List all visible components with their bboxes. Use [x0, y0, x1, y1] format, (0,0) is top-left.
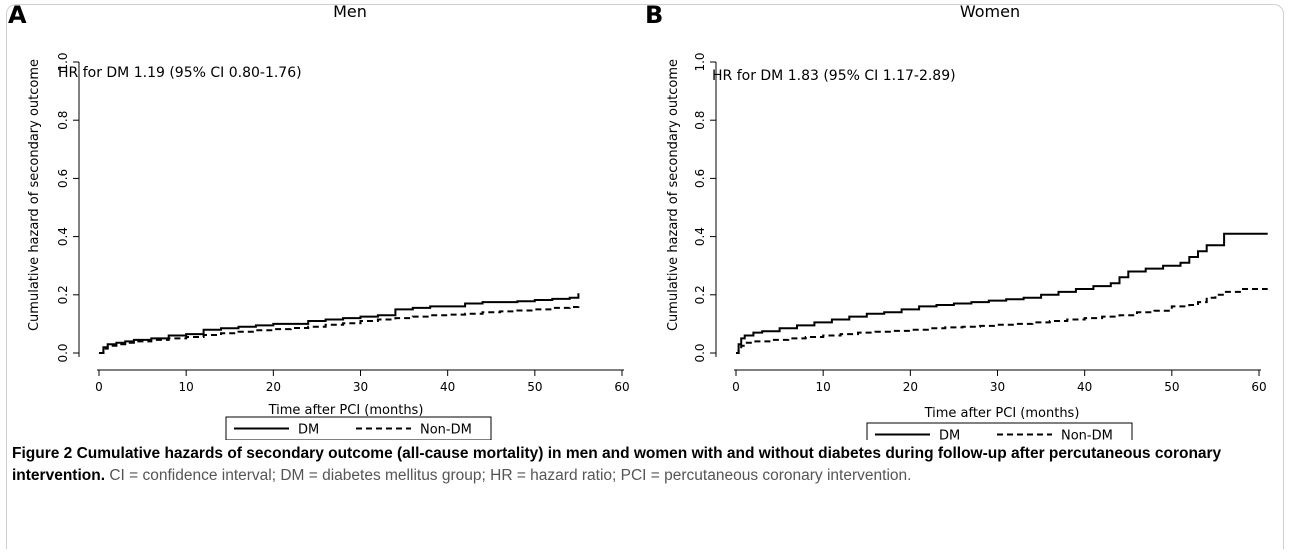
y-tick-label: 0.2	[56, 285, 70, 304]
x-tick-label: 20	[266, 380, 281, 394]
series-line-non-dm	[736, 288, 1268, 354]
panel-b-label: B	[645, 1, 663, 29]
legend-box	[866, 422, 1133, 440]
y-tick-label: 0.8	[56, 111, 70, 130]
x-tick-label: 30	[353, 380, 368, 394]
x-tick-label: 10	[179, 380, 194, 394]
y-tick-label: 0.6	[56, 169, 70, 188]
y-axis-label: Cumulative hazard of secondary outcome	[27, 59, 42, 331]
x-tick-label: 50	[527, 380, 542, 394]
x-tick-label: 60	[614, 380, 629, 394]
y-tick-label: 0.4	[56, 227, 70, 246]
x-tick-label: 50	[1164, 380, 1179, 394]
caption-text: CI = confidence interval; DM = diabetes …	[105, 467, 912, 484]
y-tick-label: 0.8	[693, 111, 707, 130]
panel-b-chart: B Women HR for DM 1.83 (95% CI 1.17-2.89) 0…	[645, 1, 1268, 441]
panel-b-annotation: HR for DM 1.83 (95% CI 1.17-2.89)	[712, 68, 956, 84]
y-tick-label: 0.0	[693, 343, 707, 362]
y-axis-label: Cumulative hazard of secondary outcome	[666, 59, 681, 331]
x-tick-label: 0	[95, 380, 103, 394]
panel-b-title: Women	[960, 2, 1020, 21]
panel-a-label: A	[8, 1, 27, 29]
panel-a-annotation: HR for DM 1.19 (95% CI 0.80-1.76)	[58, 65, 302, 81]
series-line-non-dm	[99, 305, 580, 354]
y-tick-label: 0.6	[693, 169, 707, 188]
x-tick-label: 10	[816, 380, 831, 394]
legend-label: Non-DM	[420, 423, 472, 438]
x-tick-label: 0	[732, 380, 740, 394]
series-line-dm	[736, 232, 1268, 354]
x-axis-label: Time after PCI (months)	[924, 406, 1080, 421]
x-tick-label: 30	[990, 380, 1005, 394]
series-line-dm	[99, 293, 580, 354]
legend-label: DM	[298, 423, 319, 438]
figure-caption: Figure 2 Cumulative hazards of secondary…	[12, 443, 1272, 487]
x-tick-label: 20	[903, 380, 918, 394]
y-tick-label: 0.4	[693, 227, 707, 246]
y-tick-label: 0.2	[693, 285, 707, 304]
panel-a-chart: A Men HR for DM 1.19 (95% CI 0.80-1.76) 0.0…	[8, 1, 630, 440]
legend-label: Non-DM	[1061, 429, 1113, 441]
x-tick-label: 40	[1077, 380, 1092, 394]
x-tick-label: 60	[1251, 380, 1266, 394]
legend-label: DM	[939, 429, 960, 441]
caption-title: Figure 2 Cumulative hazards of secondary…	[12, 445, 1222, 484]
figure-frame	[6, 4, 1284, 549]
y-tick-label: 1.0	[693, 52, 707, 71]
panel-a-title: Men	[333, 2, 367, 21]
x-axis-label: Time after PCI (months)	[268, 403, 424, 418]
x-tick-label: 40	[440, 380, 455, 394]
y-tick-label: 1.0	[56, 52, 70, 71]
y-tick-label: 0.0	[56, 343, 70, 362]
